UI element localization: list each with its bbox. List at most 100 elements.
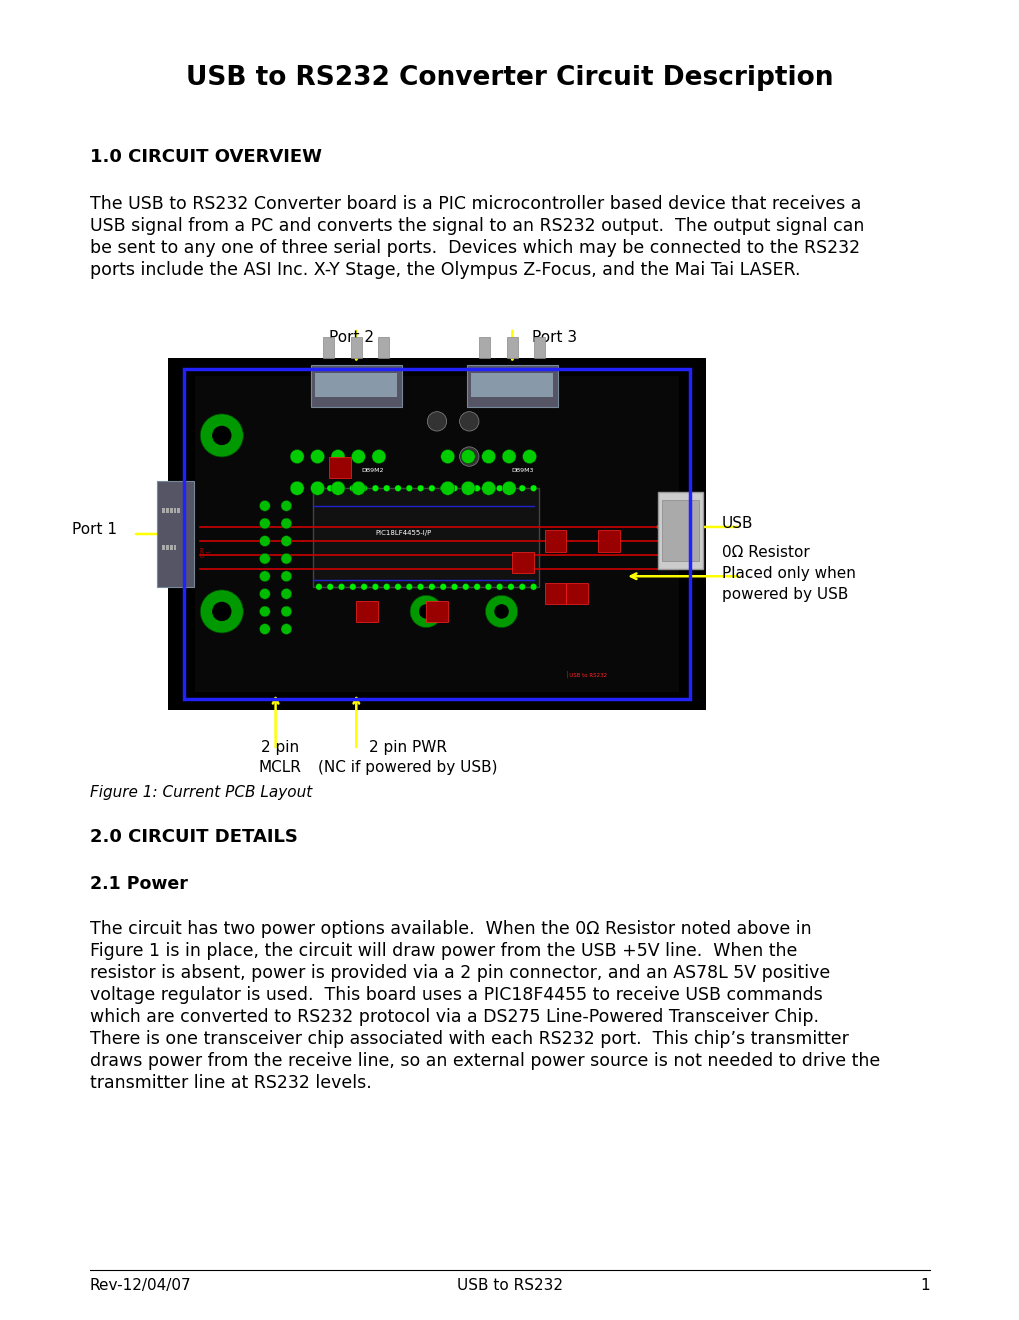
- Circle shape: [327, 484, 333, 491]
- Bar: [544, 583, 566, 605]
- Bar: [173, 545, 176, 550]
- Bar: [351, 337, 362, 358]
- Bar: [506, 337, 518, 358]
- Text: USB signal from a PC and converts the signal to an RS232 output.  The output sig: USB signal from a PC and converts the si…: [90, 216, 863, 235]
- Circle shape: [507, 484, 514, 491]
- Text: 2 pin PWR
(NC if powered by USB): 2 pin PWR (NC if powered by USB): [318, 741, 497, 775]
- Circle shape: [361, 484, 367, 491]
- Circle shape: [501, 450, 516, 463]
- Circle shape: [259, 589, 270, 599]
- Text: transmitter line at RS232 levels.: transmitter line at RS232 levels.: [90, 1074, 371, 1092]
- Text: DB9M2: DB9M2: [361, 469, 383, 473]
- Circle shape: [212, 426, 231, 445]
- Circle shape: [350, 484, 356, 491]
- Text: The USB to RS232 Converter board is a PIC microcontroller based device that rece: The USB to RS232 Converter board is a PI…: [90, 195, 860, 213]
- Bar: [310, 366, 401, 408]
- Circle shape: [259, 500, 270, 511]
- Bar: [657, 492, 703, 569]
- Text: PIC18LF4455-I/P: PIC18LF4455-I/P: [375, 529, 431, 536]
- Bar: [466, 366, 557, 408]
- Text: Figure 1: Current PCB Layout: Figure 1: Current PCB Layout: [90, 785, 312, 800]
- Bar: [166, 545, 168, 550]
- Bar: [168, 358, 705, 710]
- Bar: [157, 482, 195, 587]
- Bar: [479, 337, 490, 358]
- Text: There is one transceiver chip associated with each RS232 port.  This chip’s tran: There is one transceiver chip associated…: [90, 1030, 848, 1048]
- Circle shape: [280, 606, 291, 616]
- Bar: [329, 457, 351, 478]
- Circle shape: [460, 412, 479, 432]
- Text: USB: USB: [721, 516, 753, 532]
- Bar: [471, 374, 553, 397]
- Text: draws power from the receive line, so an external power source is not needed to : draws power from the receive line, so an…: [90, 1052, 879, 1071]
- Circle shape: [372, 484, 378, 491]
- Circle shape: [259, 536, 270, 546]
- Circle shape: [372, 583, 378, 590]
- Circle shape: [450, 583, 458, 590]
- Circle shape: [200, 590, 244, 634]
- Text: COM
1: COM 1: [200, 546, 211, 557]
- Circle shape: [530, 484, 536, 491]
- Circle shape: [280, 553, 291, 564]
- Circle shape: [200, 414, 244, 457]
- Circle shape: [427, 412, 446, 432]
- Bar: [166, 508, 168, 513]
- Circle shape: [522, 450, 536, 463]
- Text: │USB to RS232: │USB to RS232: [566, 672, 606, 678]
- Bar: [544, 531, 566, 552]
- Bar: [323, 337, 334, 358]
- Text: resistor is absent, power is provided via a 2 pin connector, and an AS78L 5V pos: resistor is absent, power is provided vi…: [90, 964, 829, 982]
- Bar: [598, 531, 620, 552]
- Circle shape: [496, 484, 502, 491]
- Text: ports include the ASI Inc. X-Y Stage, the Olympus Z-Focus, and the Mai Tai LASER: ports include the ASI Inc. X-Y Stage, th…: [90, 261, 800, 279]
- Circle shape: [417, 484, 424, 491]
- Circle shape: [280, 500, 291, 511]
- Bar: [661, 499, 698, 561]
- Circle shape: [419, 605, 433, 619]
- Circle shape: [406, 583, 412, 590]
- Bar: [195, 376, 679, 693]
- Circle shape: [474, 484, 480, 491]
- Bar: [426, 601, 447, 622]
- Circle shape: [259, 570, 270, 582]
- Circle shape: [310, 482, 324, 495]
- Circle shape: [485, 484, 491, 491]
- Circle shape: [280, 570, 291, 582]
- Circle shape: [481, 450, 495, 463]
- Circle shape: [394, 484, 400, 491]
- Bar: [512, 552, 533, 573]
- Bar: [315, 374, 397, 397]
- Circle shape: [352, 450, 365, 463]
- Circle shape: [361, 583, 367, 590]
- Circle shape: [280, 536, 291, 546]
- Circle shape: [481, 482, 495, 495]
- Circle shape: [350, 583, 356, 590]
- Bar: [184, 368, 689, 700]
- Bar: [356, 601, 377, 622]
- Bar: [378, 337, 389, 358]
- Circle shape: [439, 583, 446, 590]
- Circle shape: [259, 517, 270, 529]
- Text: voltage regulator is used.  This board uses a PIC18F4455 to receive USB commands: voltage regulator is used. This board us…: [90, 986, 822, 1005]
- Text: Port 3: Port 3: [532, 330, 577, 345]
- Circle shape: [461, 482, 475, 495]
- Text: 2.0 CIRCUIT DETAILS: 2.0 CIRCUIT DETAILS: [90, 828, 298, 846]
- Circle shape: [501, 482, 516, 495]
- Circle shape: [410, 595, 442, 627]
- Circle shape: [474, 583, 480, 590]
- Text: Rev-12/04/07: Rev-12/04/07: [90, 1278, 192, 1294]
- Circle shape: [494, 605, 508, 619]
- Circle shape: [519, 484, 525, 491]
- Text: DB9M3: DB9M3: [512, 469, 534, 473]
- Circle shape: [462, 484, 469, 491]
- Text: USB to RS232: USB to RS232: [457, 1278, 562, 1294]
- Bar: [313, 488, 539, 587]
- Bar: [162, 545, 165, 550]
- Bar: [170, 545, 172, 550]
- Bar: [173, 508, 176, 513]
- Circle shape: [338, 484, 344, 491]
- Circle shape: [259, 606, 270, 616]
- Text: Figure 1 is in place, the circuit will draw power from the USB +5V line.  When t: Figure 1 is in place, the circuit will d…: [90, 942, 797, 960]
- Text: 1.0 CIRCUIT OVERVIEW: 1.0 CIRCUIT OVERVIEW: [90, 148, 322, 166]
- Circle shape: [280, 589, 291, 599]
